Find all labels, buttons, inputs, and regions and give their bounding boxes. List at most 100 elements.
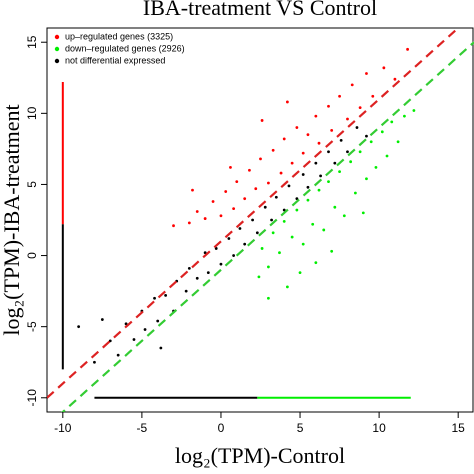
point [390,120,394,124]
point [346,117,349,121]
point [100,318,104,321]
point [260,247,264,250]
point [219,214,223,218]
point [311,222,315,226]
y-tick-label: 15 [25,35,39,49]
point [251,218,254,222]
legend: up–regulated genes (3325) down–regulated … [54,31,185,65]
point [338,94,341,98]
point [219,262,223,266]
x-tick-label: -10 [54,421,72,435]
point [353,191,357,195]
point [263,205,267,209]
point [330,249,334,253]
point [385,154,389,158]
point [211,200,215,203]
point [319,174,322,178]
point [232,207,236,211]
y-tick-label: 10 [25,106,39,120]
point [338,170,341,174]
point [260,119,264,122]
point [330,129,334,132]
point [287,184,291,188]
point [365,177,368,181]
point [317,141,321,145]
y-tick-label: -10 [25,389,39,407]
point [314,261,318,265]
point [403,114,406,118]
point [271,148,275,152]
point [371,94,375,98]
point [393,77,397,81]
point [195,276,199,280]
point [301,242,305,246]
point [278,251,281,255]
point [191,188,194,192]
point [108,339,112,343]
legend-marker [54,58,60,64]
point [267,265,270,269]
y-tick-label: 0 [25,252,39,259]
point [406,47,409,51]
point [382,66,386,70]
y-axis-label: log₂(TPM)-IBA-treatment [0,104,24,335]
point [282,208,286,212]
point [327,150,330,154]
legend-label: not differential expressed [65,55,165,65]
point [355,126,359,129]
point [327,104,330,108]
legend-label: up–regulated genes (3325) [65,31,173,41]
point [295,197,299,201]
point [358,106,362,110]
point [314,114,318,118]
point [327,180,330,184]
point [187,221,191,225]
point [298,271,302,275]
threshold-line [61,41,474,412]
point [214,247,218,250]
point [306,198,310,202]
legend-marker [54,34,60,40]
point [295,208,299,212]
point [339,138,343,142]
point [203,251,207,255]
point [374,165,378,169]
point [77,325,81,329]
point [243,197,247,201]
legend-marker [54,46,60,52]
point [93,360,96,364]
point [274,195,278,199]
point [254,187,258,191]
point [172,224,175,228]
point [346,150,349,154]
point [259,157,262,161]
point [349,160,353,164]
point [267,181,270,185]
point [279,171,283,175]
point [270,218,273,222]
point [235,180,239,184]
point [358,150,362,154]
legend-label: down–regulated genes (2926) [65,43,185,53]
x-tick-label: 10 [372,421,386,435]
y-tick-label: 5 [25,181,39,188]
point [306,185,310,189]
threshold-line [47,28,460,399]
point [322,228,326,232]
x-tick-label: -5 [137,421,148,435]
point [317,188,321,192]
point [301,151,305,155]
x-axis-label: log₂(TPM)-Control [175,443,345,468]
point [255,231,259,235]
point [187,266,191,270]
plot-area [47,28,474,412]
point [282,220,286,223]
point [232,254,236,257]
point [159,346,163,350]
point [306,133,310,137]
x-tick-label: 15 [452,421,466,435]
plot-frame [46,27,474,413]
point [295,126,299,129]
